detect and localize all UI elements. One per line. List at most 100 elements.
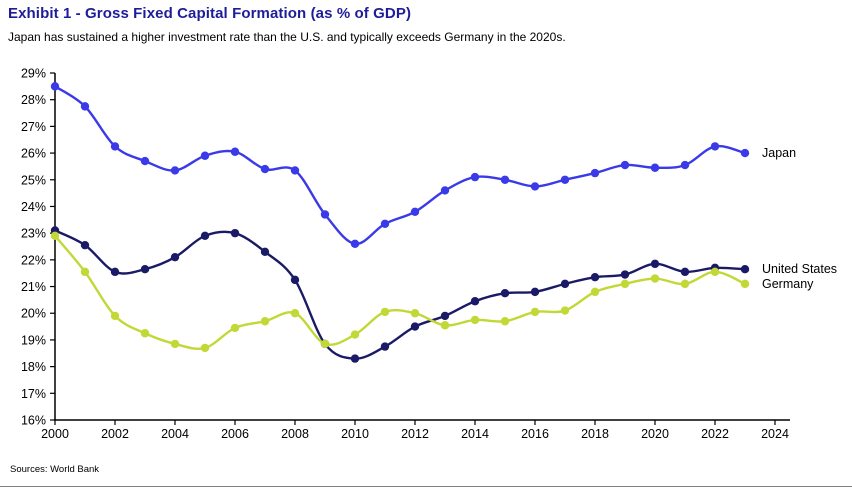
y-axis-tick-label: 23% xyxy=(21,227,46,241)
data-point-germany xyxy=(560,306,570,315)
data-point-united-states xyxy=(80,240,90,250)
y-axis-tick-label: 17% xyxy=(21,387,46,401)
data-point-japan xyxy=(440,186,450,195)
data-point-united-states xyxy=(110,267,120,277)
y-axis-tick-label: 16% xyxy=(21,414,46,428)
series-label-japan: Japan xyxy=(762,146,796,160)
data-point-japan xyxy=(170,166,180,175)
data-point-germany xyxy=(50,231,60,241)
x-axis-tick-label: 2022 xyxy=(701,427,729,441)
data-point-united-states xyxy=(590,272,600,282)
data-point-germany xyxy=(440,321,450,330)
data-point-germany xyxy=(350,330,360,339)
data-point-japan xyxy=(260,164,270,174)
data-point-japan xyxy=(410,207,420,216)
y-axis-tick-label: 28% xyxy=(21,93,46,107)
data-point-germany xyxy=(500,317,510,326)
data-point-germany xyxy=(410,309,420,318)
x-axis-tick-label: 2014 xyxy=(461,427,489,441)
x-axis-tick-label: 2010 xyxy=(341,427,369,441)
data-point-united-states xyxy=(200,231,210,241)
data-point-germany xyxy=(170,339,180,349)
data-point-japan xyxy=(740,148,750,158)
data-point-japan xyxy=(680,160,690,170)
y-axis-tick-label: 25% xyxy=(21,173,46,187)
data-point-japan xyxy=(560,175,570,184)
data-point-united-states xyxy=(260,247,270,257)
data-point-japan xyxy=(290,166,300,175)
y-axis-tick-label: 19% xyxy=(21,333,46,347)
footer-divider xyxy=(0,486,852,487)
chart-title: Exhibit 1 - Gross Fixed Capital Formatio… xyxy=(8,5,412,22)
data-point-germany xyxy=(470,315,480,325)
y-axis-tick-label: 26% xyxy=(21,147,46,161)
x-axis-tick-label: 2020 xyxy=(641,427,669,441)
data-point-japan xyxy=(380,219,390,229)
data-point-germany xyxy=(590,287,600,297)
data-point-germany xyxy=(80,267,90,277)
data-point-germany xyxy=(530,307,540,317)
data-point-japan xyxy=(50,82,60,91)
data-point-germany xyxy=(140,329,150,338)
data-point-germany xyxy=(200,343,210,353)
data-point-japan xyxy=(530,182,540,191)
y-axis-tick-label: 24% xyxy=(21,200,46,214)
chart-subtitle: Japan has sustained a higher investment … xyxy=(8,30,566,44)
data-point-germany xyxy=(710,267,720,277)
x-axis-tick-label: 2016 xyxy=(521,427,549,441)
data-point-united-states xyxy=(740,264,750,274)
data-point-united-states xyxy=(500,289,510,298)
series-label-united-states: United States xyxy=(762,262,837,276)
data-point-japan xyxy=(80,102,90,111)
data-point-germany xyxy=(110,311,120,321)
data-point-united-states xyxy=(440,311,450,321)
series-line-japan xyxy=(53,85,747,246)
data-point-germany xyxy=(230,323,240,333)
data-point-united-states xyxy=(650,259,660,269)
x-axis-tick-label: 2024 xyxy=(761,427,789,441)
x-axis-tick-label: 2018 xyxy=(581,427,609,441)
y-axis-tick-label: 21% xyxy=(21,280,46,294)
data-point-japan xyxy=(620,160,630,170)
data-point-germany xyxy=(260,317,270,326)
data-point-united-states xyxy=(410,322,420,331)
series-line-germany xyxy=(53,234,747,350)
x-axis-tick-label: 2012 xyxy=(401,427,429,441)
data-point-japan xyxy=(590,168,600,178)
data-point-japan xyxy=(140,156,150,166)
data-point-germany xyxy=(620,279,630,289)
data-point-united-states xyxy=(680,267,690,277)
data-point-japan xyxy=(350,239,360,249)
y-axis-tick-label: 27% xyxy=(21,120,46,134)
x-axis-tick-label: 2008 xyxy=(281,427,309,441)
data-point-germany xyxy=(740,279,750,289)
data-point-japan xyxy=(110,142,120,151)
data-point-germany xyxy=(290,309,300,318)
data-point-japan xyxy=(230,147,240,156)
data-point-united-states xyxy=(350,354,360,363)
data-point-germany xyxy=(650,274,660,283)
data-point-japan xyxy=(200,151,210,160)
data-point-japan xyxy=(500,175,510,184)
data-point-japan xyxy=(320,210,330,219)
data-point-germany xyxy=(680,279,690,289)
data-point-japan xyxy=(470,172,480,182)
data-point-united-states xyxy=(230,228,240,238)
x-axis-tick-label: 2004 xyxy=(161,427,189,441)
data-point-united-states xyxy=(470,297,480,306)
y-axis-tick-label: 18% xyxy=(21,360,46,374)
y-axis-tick-label: 20% xyxy=(21,307,46,321)
data-point-united-states xyxy=(170,252,180,262)
series-label-germany: Germany xyxy=(762,277,814,291)
data-point-japan xyxy=(650,163,660,172)
data-point-united-states xyxy=(620,270,630,279)
data-point-united-states xyxy=(380,342,390,351)
data-point-germany xyxy=(320,339,330,349)
data-point-japan xyxy=(710,142,720,151)
x-axis-tick-label: 2002 xyxy=(101,427,129,441)
source-note: Sources: World Bank xyxy=(10,464,100,475)
data-point-united-states xyxy=(530,287,540,297)
data-point-united-states xyxy=(140,264,150,274)
x-axis-tick-label: 2006 xyxy=(221,427,249,441)
